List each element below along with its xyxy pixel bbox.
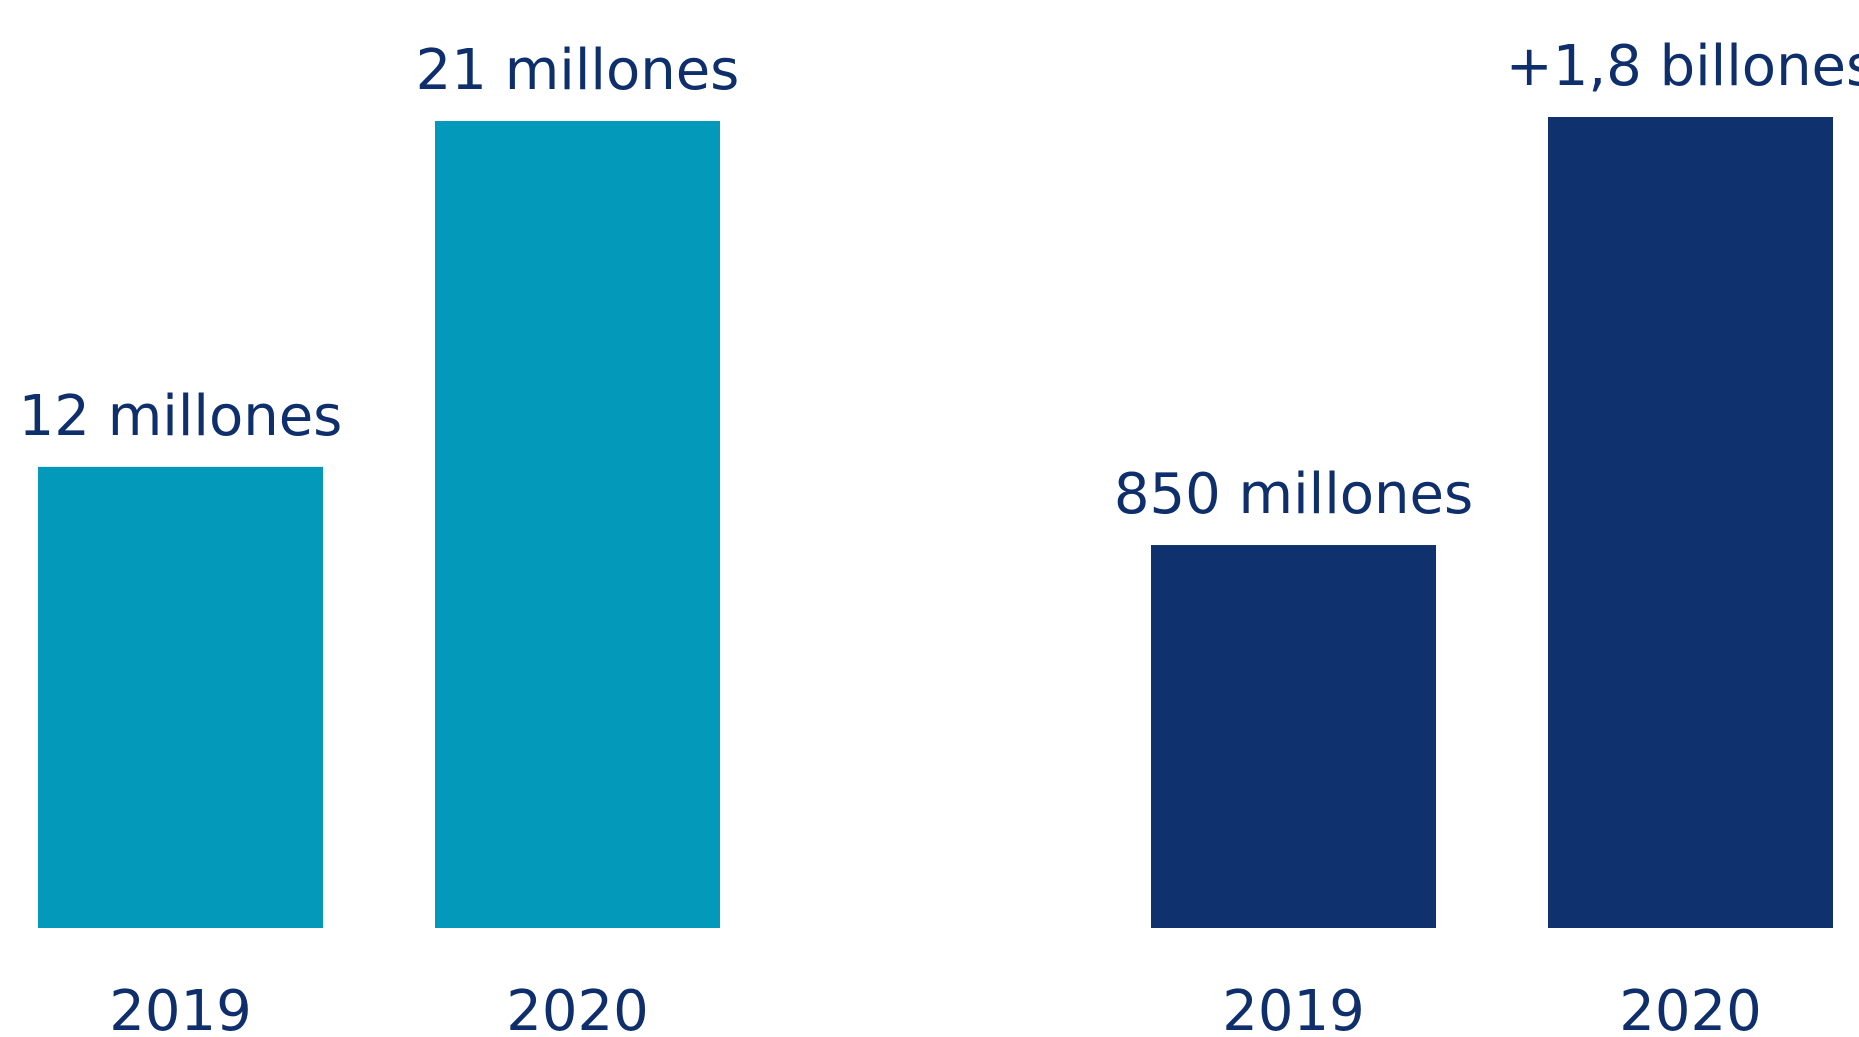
data-label: 21 millones [416,38,740,103]
x-tick-label: 2019 [1222,979,1365,1033]
x-tick-label: 2020 [506,979,649,1033]
bar-2019 [38,466,323,928]
data-label: 850 millones [1114,462,1473,527]
bar-2019 [1151,545,1436,928]
x-tick-label: 2019 [109,979,252,1033]
x-tick-label: 2020 [1619,979,1762,1033]
data-label: 12 millones [19,384,343,449]
data-label: +1,8 billones [1506,34,1859,99]
bar-chart-2: 850 millones 2019 +1,8 billones 2020 [1114,34,1859,1037]
bar-2020 [1548,117,1833,928]
bar-2020 [435,121,720,928]
bar-chart-1: 12 millones 2019 21 millones 2020 [19,38,740,1037]
